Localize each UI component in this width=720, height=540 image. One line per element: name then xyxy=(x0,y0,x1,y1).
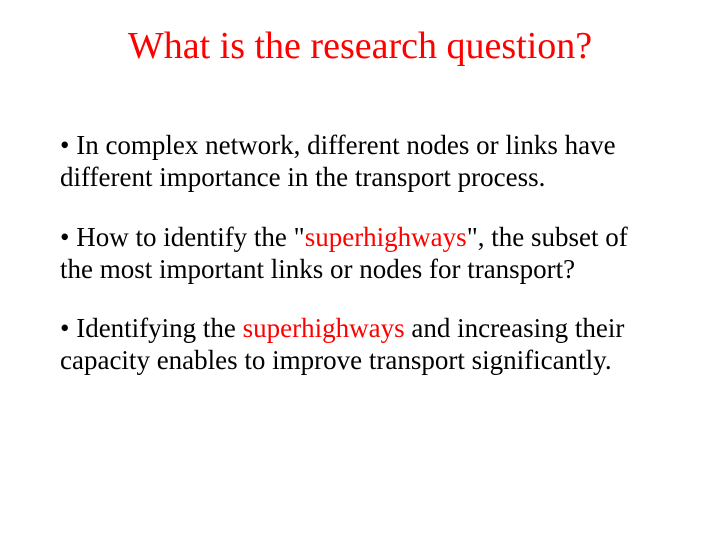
bullet-text: In complex network, different nodes or l… xyxy=(60,130,616,192)
bullet-mark: • xyxy=(60,130,76,160)
highlight-term: superhighways xyxy=(243,313,405,343)
slide: What is the research question? • In comp… xyxy=(0,0,720,540)
bullet-item: • Identifying the superhighways and incr… xyxy=(60,313,660,377)
bullet-mark: • xyxy=(60,313,76,343)
slide-body: • In complex network, different nodes or… xyxy=(60,130,660,405)
bullet-item: • In complex network, different nodes or… xyxy=(60,130,660,194)
bullet-item: • How to identify the "superhighways", t… xyxy=(60,222,660,286)
bullet-text: How to identify the " xyxy=(76,222,305,252)
slide-title: What is the research question? xyxy=(0,24,720,68)
bullet-mark: • xyxy=(60,222,76,252)
highlight-term: superhighways xyxy=(305,222,467,252)
bullet-text: Identifying the xyxy=(76,313,242,343)
